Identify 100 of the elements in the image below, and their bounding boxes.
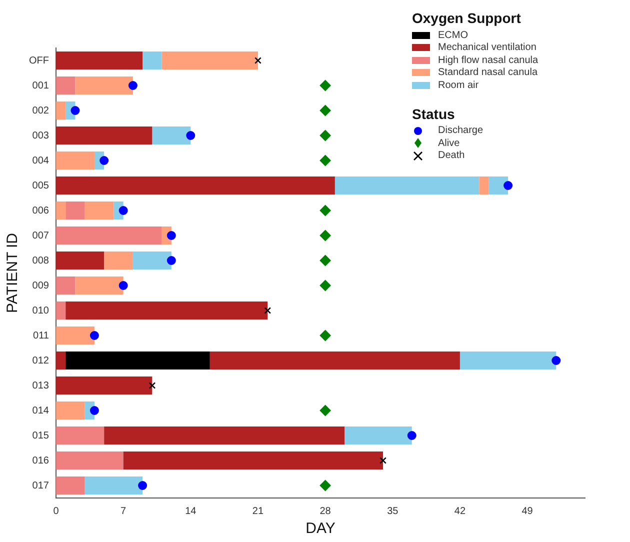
point: [380, 457, 386, 464]
x-tick-label: 0: [53, 506, 60, 517]
bar: [56, 52, 143, 70]
bar: [123, 452, 384, 470]
y-tick-label: 013: [32, 380, 50, 392]
bar: [56, 402, 85, 420]
point: [320, 280, 331, 291]
legend-title: Oxygen Support: [412, 10, 522, 26]
point: [254, 57, 262, 64]
bar: [56, 102, 66, 120]
bar: [66, 302, 268, 320]
legend-label: Standard nasal canula: [438, 67, 538, 78]
point: [320, 405, 331, 416]
y-tick-label: 014: [32, 405, 50, 416]
y-tick-label: 008: [32, 255, 50, 266]
bar: [334, 176, 480, 194]
y-tick-label: 010: [32, 305, 50, 316]
legend-label: High flow nasal canula: [438, 54, 538, 66]
bar: [56, 326, 94, 344]
bar: [56, 76, 76, 94]
bar: [56, 152, 94, 170]
point: [407, 431, 416, 440]
x-tick-label: 42: [454, 506, 466, 517]
bar: [142, 52, 162, 70]
bar: [460, 352, 556, 370]
y-tick-label: OFF: [28, 55, 49, 66]
bar: [132, 252, 172, 270]
y-tick-label: 003: [32, 130, 50, 142]
y-tick-label: 006: [32, 205, 50, 216]
point: [320, 80, 331, 91]
x-tick-label: 14: [185, 506, 197, 517]
legend-label: Room air: [438, 80, 479, 91]
x-tick-label: 21: [252, 506, 264, 517]
bar: [56, 176, 335, 194]
bar: [152, 126, 191, 144]
bar: [84, 202, 114, 220]
bar: [56, 302, 66, 320]
bar: [56, 376, 152, 394]
bar: [84, 476, 143, 494]
bar: [56, 352, 66, 370]
bar: [104, 426, 345, 444]
y-tick-label: 001: [32, 80, 50, 92]
y-tick-label: 012: [32, 355, 50, 366]
x-tick-label: 49: [522, 506, 534, 517]
y-tick-label: 004: [32, 155, 50, 166]
legend-label: Discharge: [438, 125, 484, 136]
point: [90, 331, 99, 340]
point: [552, 356, 561, 365]
point: [320, 155, 331, 166]
point: [148, 382, 156, 389]
x-tick-label: 7: [120, 506, 127, 517]
y-tick-label: 011: [33, 330, 50, 342]
y-tick-label: 016: [32, 455, 50, 466]
legend-label: Alive: [438, 138, 460, 149]
bar: [56, 276, 76, 294]
point: [320, 205, 331, 216]
x-tick-label: 28: [320, 506, 332, 517]
y-tick-label: 015: [32, 430, 50, 442]
bar: [56, 202, 66, 220]
y-tick-label: 007: [32, 230, 50, 242]
y-tick-label: 002: [32, 105, 50, 116]
legend-label: Death: [438, 150, 465, 162]
bar: [66, 352, 210, 370]
bar: [56, 252, 104, 270]
legend-label: Mechanical ventilation: [438, 42, 536, 54]
point: [186, 131, 196, 140]
bar: [56, 476, 85, 494]
legend-label: ECMO: [438, 30, 468, 41]
x-axis-title: DAY: [306, 520, 336, 538]
bar: [104, 252, 133, 270]
point: [320, 130, 331, 141]
bar: [56, 226, 162, 244]
bar: [162, 52, 258, 70]
point: [118, 281, 128, 290]
point: [320, 330, 331, 341]
bar: [75, 76, 133, 94]
point: [320, 480, 331, 491]
bar: [56, 426, 104, 444]
point: [320, 230, 331, 241]
bar: [56, 452, 124, 470]
bar: [344, 426, 412, 444]
x-tick-label: 35: [387, 506, 399, 517]
bar: [479, 176, 489, 194]
point: [320, 105, 331, 116]
bar: [210, 352, 460, 370]
y-tick-label: 005: [32, 180, 50, 192]
point: [504, 181, 513, 190]
y-tick-label: 009: [32, 280, 50, 292]
bar: [488, 176, 508, 194]
point: [166, 256, 176, 265]
bar: [75, 276, 124, 294]
y-tick-label: 017: [32, 480, 50, 492]
annotation: Status: [412, 106, 456, 122]
point: [128, 81, 138, 90]
bar: [66, 202, 85, 220]
point: [320, 255, 331, 266]
y-axis-title: PATIENT ID: [4, 232, 22, 314]
point: [138, 481, 148, 490]
point: [264, 307, 272, 314]
bar: [56, 126, 152, 144]
